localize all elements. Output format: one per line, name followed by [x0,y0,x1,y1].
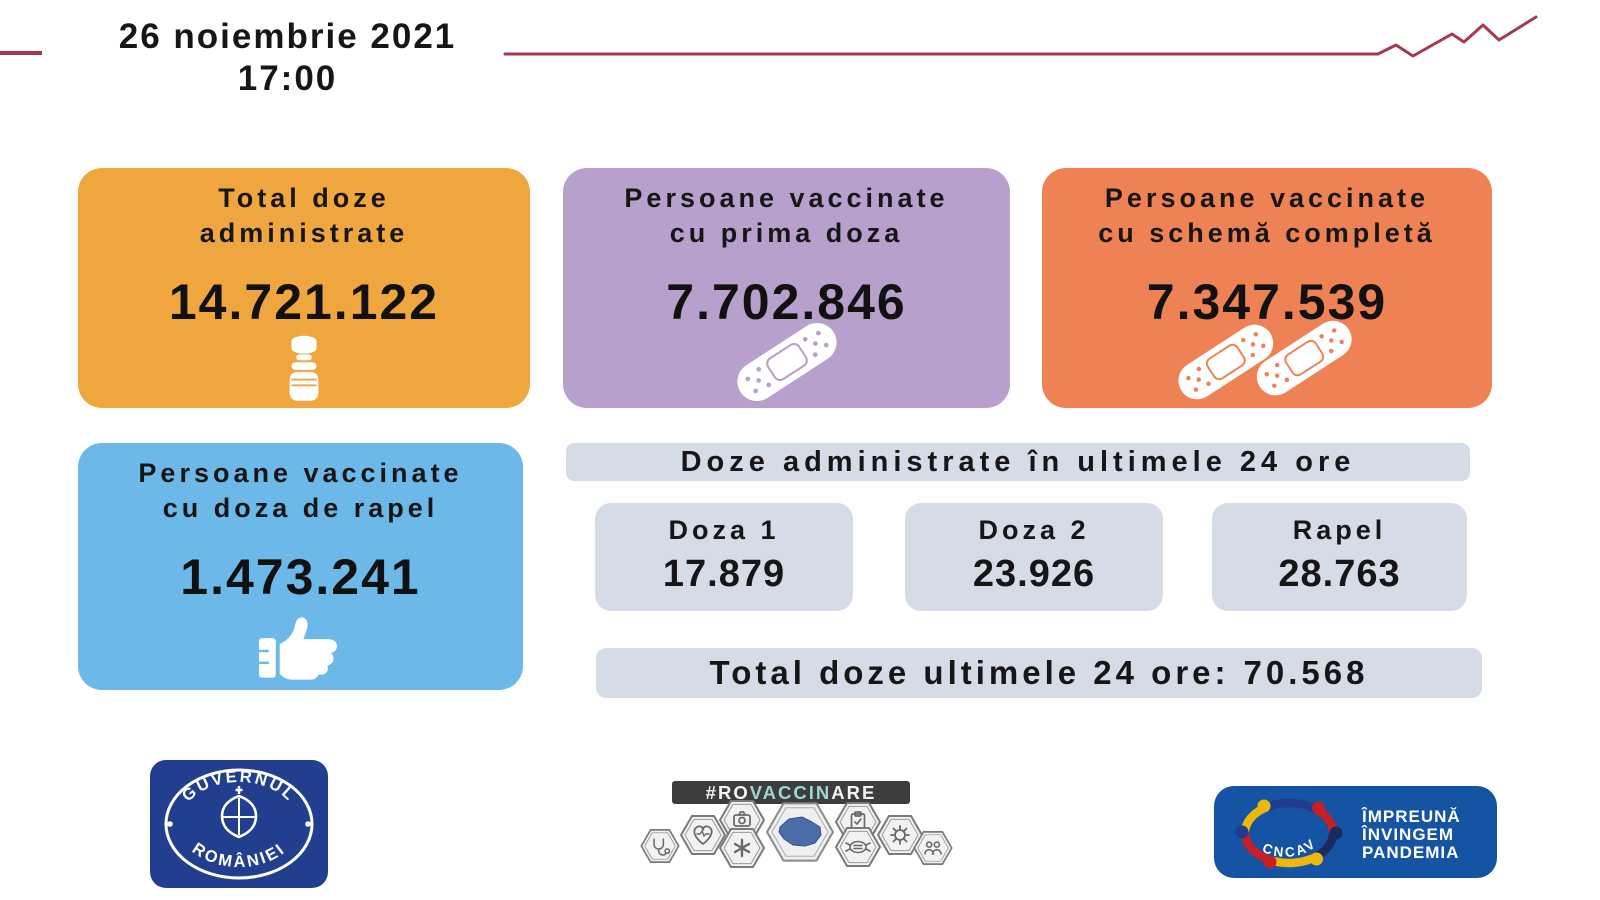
stat-card-booster: Persoane vaccinate cu doza de rapel 1.47… [78,443,523,690]
rovaccinare-hashtag: #ROVACCINARE [706,782,877,803]
svg-text:PANDEMIA: PANDEMIA [1362,843,1459,862]
card-title: Persoane vaccinate cu doza de rapel [138,458,463,524]
cncav-slogan: ÎMPREUNĂ ÎNVINGEM PANDEMIA [1361,807,1461,862]
report-datetime: 26 noiembrie 2021 17:00 [95,16,480,100]
stethoscope-icon [640,828,680,864]
mini-card-value: 23.926 [972,553,1096,595]
heart-pulse-icon [680,815,726,855]
stat-card-full-scheme: Persoane vaccinate cu schemă completă 7.… [1042,168,1492,408]
banner-total-24h: Total doze ultimele 24 ore: 70.568 [596,648,1482,698]
mini-card-label: Doza 1 [668,515,780,545]
header-left-rule [0,51,42,55]
total-24h-label: Total doze ultimele 24 ore: [709,654,1230,691]
banner-last-24h: Doze administrate în ultimele 24 ore [566,443,1470,481]
svg-text:ÎNVINGEM: ÎNVINGEM [1361,825,1454,844]
mini-card-doza1: Doza 1 17.879 [595,503,853,611]
card-value: 7.347.539 [1146,274,1388,331]
government-of-romania-logo: GUVERNUL ROMÂNIEI [150,760,328,888]
mini-card-value: 17.879 [662,553,786,595]
mini-card-label: Doza 2 [978,515,1090,545]
romania-map-icon [766,802,834,862]
cncav-logo: CNCAV ÎMPREUNĂ ÎNVINGEM PANDEMIA [1214,786,1497,878]
card-title: Persoane vaccinate cu prima doza [624,183,949,249]
first-aid-camera-icon [719,800,765,840]
mini-card-rapel: Rapel 28.763 [1212,503,1467,611]
trend-line-up-icon [503,15,1538,58]
card-value: 1.473.241 [180,549,421,606]
report-date: 26 noiembrie 2021 [118,17,457,56]
svg-text:ÎMPREUNĂ: ÎMPREUNĂ [1361,807,1461,826]
star-of-life-icon [719,828,765,868]
mini-card-label: Rapel [1292,515,1387,545]
card-value: 14.721.122 [168,274,440,331]
card-title: Total doze administrate [199,183,409,249]
stat-card-first-dose: Persoane vaccinate cu prima doza 7.702.8… [563,168,1010,408]
card-title: Persoane vaccinate cu schemă completă [1098,183,1436,249]
report-time: 17:00 [237,59,338,98]
coat-of-arms-icon [220,786,258,839]
total-24h-value: 70.568 [1243,654,1369,691]
bandaid-icon [728,322,845,402]
virus-icon [877,815,923,855]
face-mask-icon [835,827,881,867]
mini-card-doza2: Doza 2 23.926 [905,503,1163,611]
stat-card-total-doses: Total doze administrate 14.721.122 [78,168,530,408]
card-value: 7.702.846 [666,274,907,331]
people-group-icon [913,830,953,866]
thumbs-up-icon [258,617,337,680]
double-bandaid-icon [1170,320,1360,402]
mini-card-value: 28.763 [1278,553,1401,595]
vaccine-vial-icon [289,335,319,401]
rovaccinare-logo: #ROVACCINARE [640,781,953,868]
cncav-people-circle-icon [1235,798,1343,869]
medical-hexagon-badges [640,800,953,868]
